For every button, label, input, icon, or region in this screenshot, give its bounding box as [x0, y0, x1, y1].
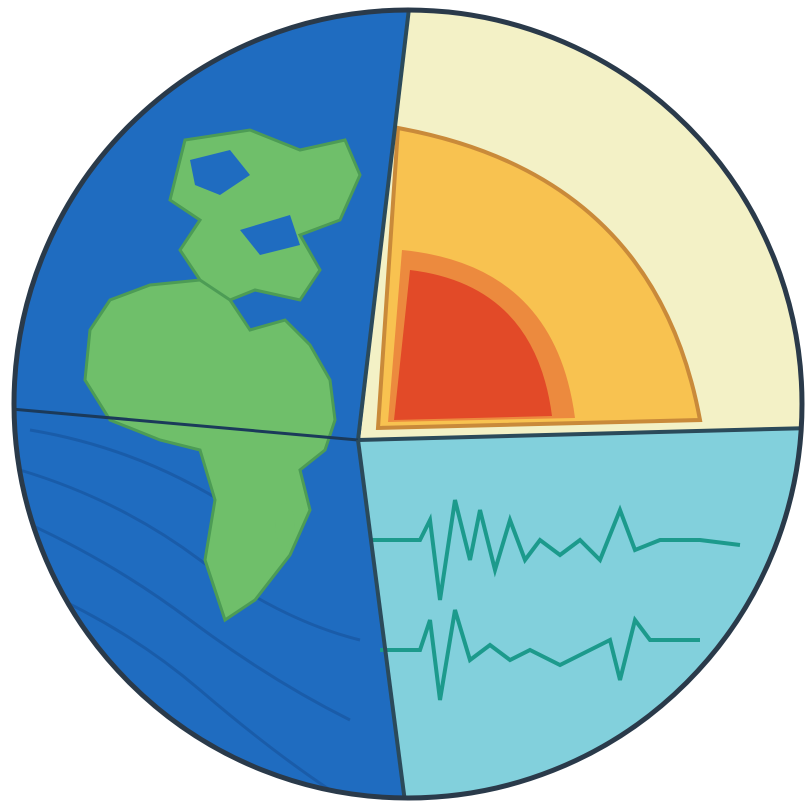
- sea: [240, 215, 300, 255]
- cut-edge: [357, 426, 802, 442]
- inner-core: [394, 270, 552, 420]
- seismic-trace: [380, 609, 700, 701]
- continents: [83, 128, 362, 623]
- cut-edge: [356, 10, 412, 441]
- seismic-trace: [370, 499, 741, 601]
- sea: [190, 150, 250, 195]
- island: [275, 503, 295, 547]
- cut-edge: [356, 439, 407, 798]
- ocean-waves: [19, 428, 361, 792]
- globe-outline: [11, 7, 805, 801]
- equator: [14, 406, 359, 442]
